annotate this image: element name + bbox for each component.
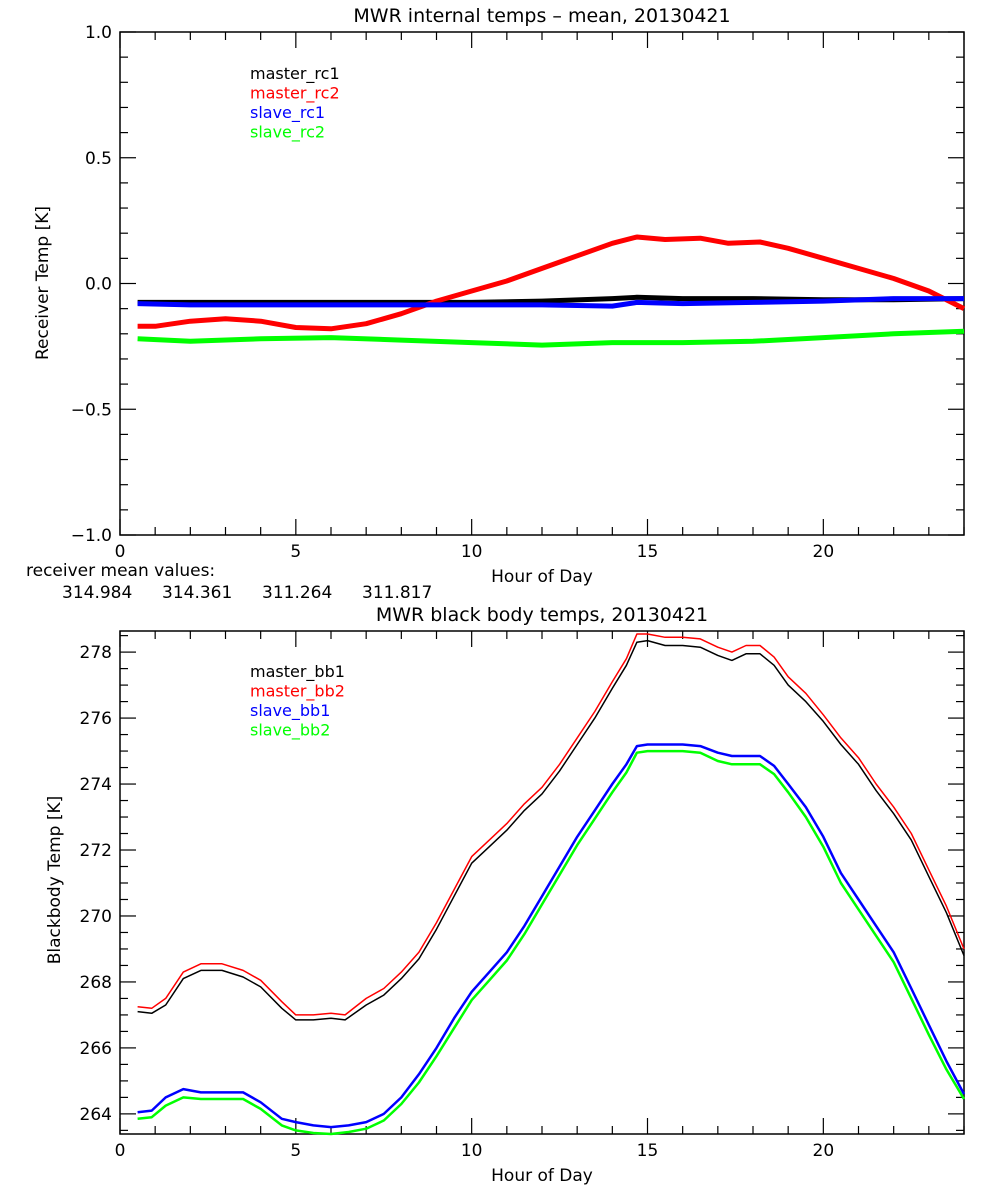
blackbody-temp-chart: MWR black body temps, 20130421 0 5 10 15 20 2… xyxy=(45,604,966,1186)
series-lines xyxy=(137,633,966,1136)
receiver-mean-value-4: 311.817 xyxy=(362,583,432,603)
axis-ticks: 0 5 10 15 20 264 266 268 270 272 274 276 278 xyxy=(80,631,965,1161)
series-line-slave_bb1 xyxy=(137,743,966,1129)
legend-entry-slave_bb2: slave_bb2 xyxy=(250,721,330,741)
x-tick-label: 10 xyxy=(461,542,483,562)
x-axis-label: Hour of Day xyxy=(491,567,593,587)
x-tick-label: 5 xyxy=(290,542,301,562)
legend-entry-slave_rc1: slave_rc1 xyxy=(250,103,325,123)
legend-entry-master_rc1: master_rc1 xyxy=(250,64,340,84)
y-tick-label: 270 xyxy=(80,907,112,927)
legend-entry-slave_rc2: slave_rc2 xyxy=(250,123,325,143)
y-tick-label: −0.5 xyxy=(71,400,112,420)
y-tick-label: 278 xyxy=(80,643,112,663)
x-tick-label: 10 xyxy=(461,1141,483,1161)
y-tick-label: 1.0 xyxy=(85,23,112,43)
receiver-mean-value-1: 314.984 xyxy=(62,583,132,603)
y-tick-label: 268 xyxy=(80,973,112,993)
series-lines xyxy=(137,234,966,348)
series-line-slave_bb2 xyxy=(137,749,966,1136)
x-tick-label: 15 xyxy=(637,1141,659,1161)
plot-frame xyxy=(119,630,965,1135)
series-line-master_rc2 xyxy=(137,234,966,332)
x-tick-label: 0 xyxy=(115,1141,126,1161)
legend-entry-master_bb2: master_bb2 xyxy=(250,682,345,702)
chart-title: MWR internal temps – mean, 20130421 xyxy=(353,5,730,27)
series-line-master_bb1 xyxy=(137,639,965,1021)
plot-frame xyxy=(119,31,965,536)
legend-entry-slave_bb1: slave_bb1 xyxy=(250,701,330,721)
y-tick-label: −1.0 xyxy=(71,526,112,546)
y-tick-label: 276 xyxy=(80,709,112,729)
y-tick-label: 272 xyxy=(80,841,112,861)
x-tick-label: 15 xyxy=(637,542,659,562)
y-axis-label: Receiver Temp [K] xyxy=(33,206,53,360)
x-tick-label: 5 xyxy=(290,1141,301,1161)
x-tick-label: 0 xyxy=(115,542,126,562)
receiver-mean-value-3: 311.264 xyxy=(262,583,332,603)
legend-entry-master_bb1: master_bb1 xyxy=(250,662,345,682)
chart-title: MWR black body temps, 20130421 xyxy=(376,604,708,626)
x-tick-label: 20 xyxy=(813,1141,835,1161)
y-tick-label: 264 xyxy=(80,1105,112,1125)
receiver-mean-value-2: 314.361 xyxy=(162,583,232,603)
receiver-mean-label: receiver mean values: xyxy=(26,561,215,581)
y-tick-label: 0.5 xyxy=(85,149,112,169)
series-line-slave_rc2 xyxy=(137,328,965,348)
y-axis-label: Blackbody Temp [K] xyxy=(45,796,65,965)
legend-entry-master_rc2: master_rc2 xyxy=(250,84,340,104)
receiver-temp-chart: MWR internal temps – mean, 20130421 0 5 10… xyxy=(33,5,966,587)
series-line-master_bb2 xyxy=(137,633,965,1016)
receiver-mean-annotation: receiver mean values: 314.984 314.361 31… xyxy=(26,561,432,603)
x-tick-label: 20 xyxy=(813,542,835,562)
series-line-slave_rc1 xyxy=(137,296,964,309)
x-axis-label: Hour of Day xyxy=(491,1166,593,1186)
y-tick-label: 266 xyxy=(80,1039,112,1059)
axis-ticks: 0 5 10 15 20 −1.0 −0.5 0.0 0.5 1.0 xyxy=(71,23,965,562)
y-tick-label: 0.0 xyxy=(85,275,112,295)
y-tick-label: 274 xyxy=(80,775,112,795)
